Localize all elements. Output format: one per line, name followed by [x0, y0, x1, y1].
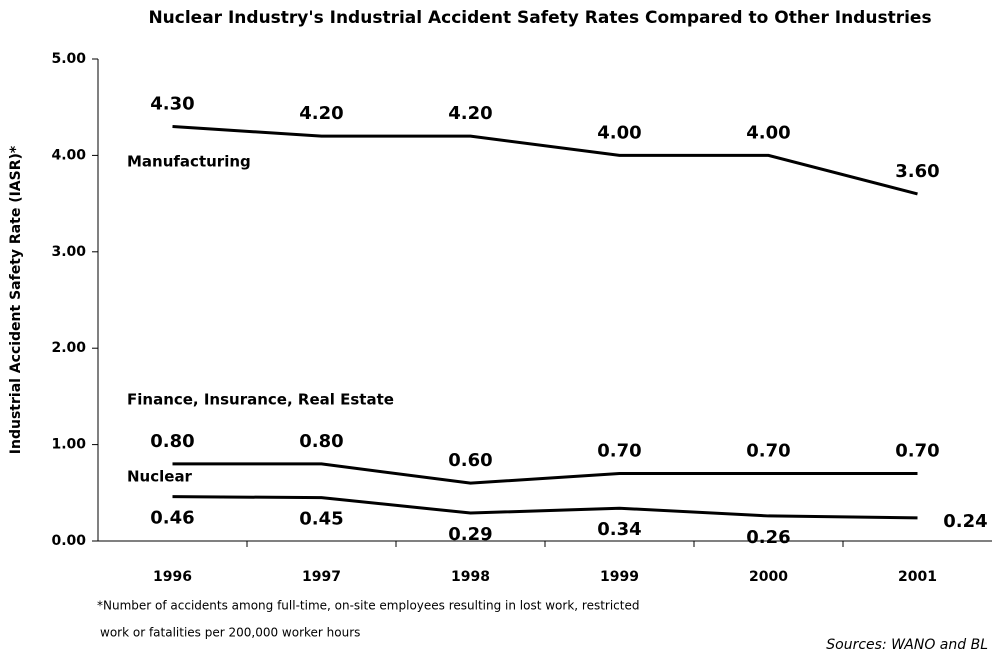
- y-axis-title: Industrial Accident Safety Rate (IASR)*: [8, 145, 24, 454]
- x-tick-label: 1999: [600, 569, 639, 585]
- data-label: 0.34: [597, 519, 641, 540]
- y-tick-label: 1.00: [51, 437, 86, 453]
- y-tick-label: 3.00: [51, 244, 86, 260]
- y-tick-label: 2.00: [51, 340, 86, 356]
- data-label: 0.60: [448, 450, 492, 471]
- data-label: 4.30: [150, 93, 194, 114]
- data-label: 0.29: [448, 524, 492, 545]
- y-tick-label: 5.00: [51, 51, 86, 67]
- data-label: 0.70: [597, 441, 641, 462]
- chart-title: Nuclear Industry's Industrial Accident S…: [148, 8, 931, 28]
- data-label: 0.46: [150, 508, 194, 529]
- data-label: 0.26: [746, 527, 790, 548]
- data-label: 4.00: [746, 122, 790, 143]
- data-label: 0.70: [746, 441, 790, 462]
- footnote: *Number of accidents among full-time, on…: [97, 599, 639, 613]
- line: [172, 124, 918, 196]
- x-tick-label: 1996: [153, 569, 192, 585]
- data-label: 4.20: [448, 103, 492, 124]
- footnote: work or fatalities per 200,000 worker ho…: [100, 626, 360, 640]
- data-label: 0.80: [299, 431, 343, 452]
- data-label: 0.80: [150, 431, 194, 452]
- data-label: 4.20: [299, 103, 343, 124]
- y-tick-label: 4.00: [51, 147, 86, 163]
- source: Sources: WANO and BL: [826, 637, 988, 649]
- series-label: Finance, Insurance, Real Estate: [127, 391, 394, 409]
- x-tick-label: 2001: [898, 569, 937, 585]
- y-tick-label: 0.00: [51, 533, 86, 549]
- line: [172, 462, 918, 485]
- x-tick-label: 2000: [749, 569, 788, 585]
- series-label: Manufacturing: [127, 153, 251, 171]
- x-tick-label: 1998: [451, 569, 490, 585]
- data-label: 4.00: [597, 122, 641, 143]
- series-label: Nuclear: [127, 468, 193, 486]
- data-label: 0.45: [299, 509, 343, 530]
- line: [172, 495, 918, 520]
- data-label: 0.24: [943, 511, 987, 532]
- data-label: 3.60: [895, 161, 939, 182]
- data-label: 0.70: [895, 441, 939, 462]
- x-tick-label: 1997: [302, 569, 341, 585]
